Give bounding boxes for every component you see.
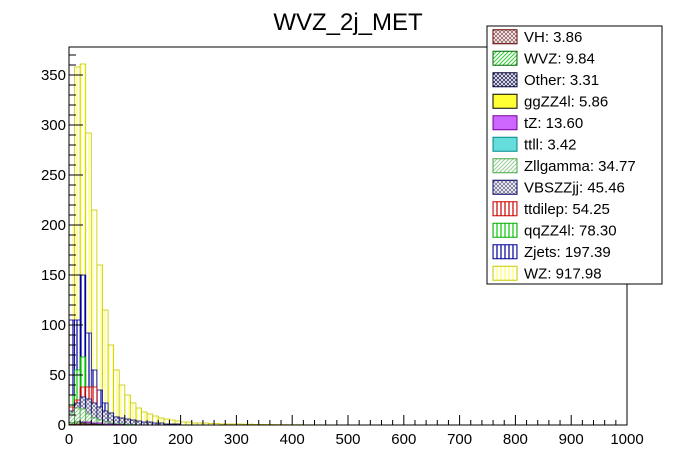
- y-tick-label: 250: [41, 167, 66, 184]
- y-tick-label: 100: [41, 317, 66, 334]
- x-tick-label: 0: [65, 431, 73, 448]
- x-tick-label: 600: [391, 431, 416, 448]
- legend-item-zjets-197-39: Zjets: 197.39: [492, 244, 611, 261]
- legend-item-other-3-31: Other: 3.31: [492, 72, 599, 89]
- y-tick-label: 350: [41, 67, 66, 84]
- legend-label: qqZZ4l: 78.30: [524, 222, 617, 239]
- legend-label: tZ: 13.60: [524, 115, 583, 132]
- legend-swatch: [492, 222, 518, 238]
- x-tick-label: 500: [335, 431, 360, 448]
- legend-item-zllgamma-34-77: Zllgamma: 34.77: [492, 158, 636, 175]
- legend-item-qqzz4l-78-30: qqZZ4l: 78.30: [492, 222, 617, 239]
- chart-title: WVZ_2j_MET: [273, 9, 423, 36]
- legend-label: ggZZ4l: 5.86: [524, 93, 608, 110]
- legend-swatch: [492, 93, 518, 109]
- legend-swatch: [492, 158, 518, 174]
- x-tick-label: 1000: [610, 431, 643, 448]
- legend-label: WZ: 917.98: [524, 265, 602, 282]
- legend-item-ttdilep-54-25: ttdilep: 54.25: [492, 201, 610, 218]
- x-tick-label: 400: [280, 431, 305, 448]
- legend-label: ttll: 3.42: [524, 136, 577, 153]
- legend-item-wvz-9-84: WVZ: 9.84: [492, 50, 595, 67]
- x-tick-label: 800: [503, 431, 528, 448]
- legend-item-vbszzjj-45-46: VBSZZjj: 45.46: [492, 179, 625, 196]
- histogram-bars: [68, 63, 349, 426]
- legend-swatch: [492, 136, 518, 152]
- legend-swatch: [492, 29, 518, 45]
- axes: 0 100 200 300 400 500 600 700 800 900 1000 0 50 100 15…: [41, 54, 644, 448]
- legend-item-vh-3-86: VH: 3.86: [492, 29, 582, 46]
- legend-label: Zjets: 197.39: [524, 244, 611, 261]
- legend-label: ttdilep: 54.25: [524, 201, 610, 218]
- y-tick-label: 0: [58, 417, 66, 434]
- x-tick-label: 100: [112, 431, 137, 448]
- bar: [135, 420, 142, 426]
- x-tick-label: 300: [224, 431, 249, 448]
- legend-swatch: [492, 179, 518, 195]
- legend-box: [486, 25, 663, 285]
- legend-label: VH: 3.86: [524, 29, 582, 46]
- y-tick-label: 50: [49, 367, 66, 384]
- legend-label: Zllgamma: 34.77: [524, 158, 636, 175]
- y-tick-label: 300: [41, 117, 66, 134]
- x-tick-label: 200: [168, 431, 193, 448]
- y-tick-label: 200: [41, 217, 66, 234]
- legend-item-wz-917-98: WZ: 917.98: [492, 265, 602, 282]
- legend-label: VBSZZjj: 45.46: [524, 179, 625, 196]
- x-tick-label: 700: [447, 431, 472, 448]
- legend-swatch: [492, 265, 518, 281]
- legend-label: WVZ: 9.84: [524, 50, 595, 67]
- series-wz-917-98: [68, 63, 349, 426]
- legend-swatch: [492, 201, 518, 217]
- legend-item-tz-13-60: tZ: 13.60: [492, 115, 583, 132]
- legend-swatch: [492, 244, 518, 260]
- legend-swatch: [492, 115, 518, 131]
- legend-swatch: [492, 72, 518, 88]
- legend: VH: 3.86 WVZ: 9.84 Other: 3.31 ggZZ4l: 5.86…: [486, 25, 663, 285]
- legend-item-ttll-3-42: ttll: 3.42: [492, 136, 577, 153]
- legend-label: Other: 3.31: [524, 72, 599, 89]
- legend-item-ggzz4l-5-86: ggZZ4l: 5.86: [492, 93, 608, 110]
- x-tick-label: 900: [559, 431, 584, 448]
- y-tick-label: 150: [41, 267, 66, 284]
- legend-swatch: [492, 50, 518, 66]
